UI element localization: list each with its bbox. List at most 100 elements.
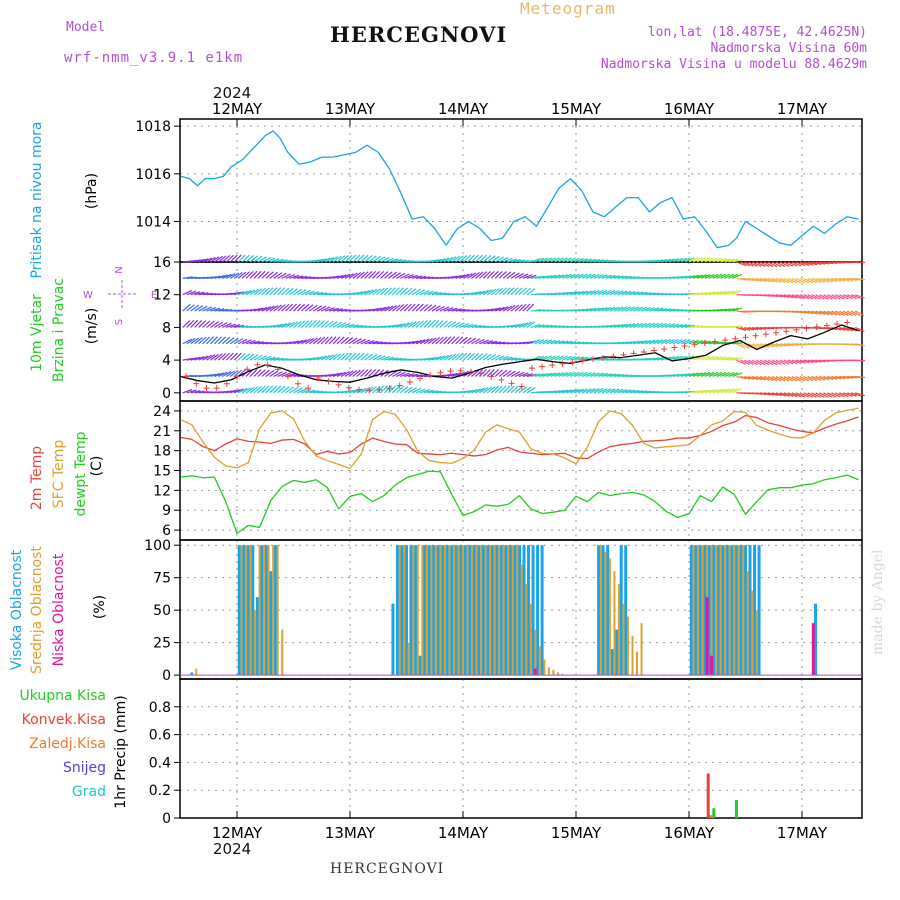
wind-barb [483,289,493,296]
wind-direction-marker [274,366,281,373]
wind-barb [807,375,818,382]
wind-barb [245,353,255,361]
wind-barb [395,385,405,394]
wind-barb [827,294,837,300]
wind-barb [787,359,798,365]
wind-barb [554,257,564,263]
wind-barb [649,357,660,361]
wind-barb [384,356,395,361]
mid_cloud-bar [622,603,625,676]
wind-barb [728,290,738,296]
wind-barb [293,320,302,328]
wind-barb [680,275,691,279]
wind-barb [360,369,369,377]
wind-barb [312,337,322,345]
wind-barb [676,373,687,378]
wind-barb [206,354,216,361]
wind-barb [696,274,707,279]
wind-barb [815,359,826,363]
wind-barb [455,352,464,361]
wind-barb [257,355,268,361]
wind-barb [324,373,335,378]
wind-barb [463,352,472,361]
wind-barb [669,373,680,378]
wind-barb [348,291,359,296]
wind-barb [629,340,640,345]
wind-barb [486,288,496,296]
wind-barb [372,255,382,263]
wind-barb [771,375,782,382]
wind-barb [637,340,648,345]
wind-barb [534,324,545,328]
wind-barb [316,355,327,361]
wind-barb [574,388,584,394]
mid_cloud-bar [457,545,460,676]
high_cloud-bar [391,603,395,676]
wind-barb [412,374,423,378]
wind-barb [787,277,798,284]
wind-barb [716,356,727,361]
wind-barb [490,354,501,361]
wind-barb [530,373,541,378]
wind-barb [273,272,283,279]
wind-barb [356,369,365,377]
wind-barb [285,287,294,296]
wind-barb [217,352,227,361]
wind-barb [482,270,491,279]
wind-barb [423,337,433,345]
wind-barb [459,322,470,328]
wind-barb [293,387,303,394]
wind-barb [526,387,536,394]
wind-barb [427,291,438,296]
wind-barb [332,255,342,263]
wind-direction-marker [823,322,830,329]
wind-barb [225,352,234,361]
high_cloud-bar [606,545,610,676]
wind-barb [625,323,636,328]
wind-barb [811,359,822,363]
wind-barb [281,303,290,312]
wind-barb [775,392,786,397]
wind-barb [554,274,565,279]
high_cloud-bar [527,545,531,676]
wind-barb [803,375,814,382]
wind-barb [253,354,263,361]
mid_cloud-bar [245,545,248,676]
wind-barb [324,307,335,312]
high_cloud-bar [251,545,255,676]
wind-barb [625,306,636,312]
wind-barb [360,353,369,361]
wind-barb [819,310,830,316]
wind-barb [728,258,739,263]
wind-direction-marker [183,373,190,380]
wind-barb [407,303,416,312]
wind-barb [352,338,362,345]
wind-barb [202,257,212,263]
wind-barb [732,372,743,378]
wind-barb [277,323,288,328]
precip-axis-title: 1hr Precip (mm) [113,695,129,808]
wind-direction-marker [478,370,485,377]
high_cloud-bar [540,545,544,676]
wind-barb [435,320,444,328]
wind-barb [238,325,249,329]
wind-barb [518,287,527,296]
wind-barb [285,321,295,328]
wind-barb [308,337,318,345]
x-date-label-bottom: 13MAY [325,824,376,842]
wind-barb [669,258,679,263]
wind-barb [661,339,671,345]
wind-direction-marker [620,351,627,358]
mid_cloud-bar [452,545,455,676]
wind-barb [364,353,374,361]
wind-compass-cross [108,280,136,308]
wind-barb [744,326,755,331]
wind-barb [368,270,377,279]
wind-barb [787,294,798,299]
wind-barb [574,371,584,378]
wind-barb [269,370,279,377]
wind-barb [214,275,225,279]
wind-barb [498,271,507,279]
wind-direction-marker [579,357,586,364]
